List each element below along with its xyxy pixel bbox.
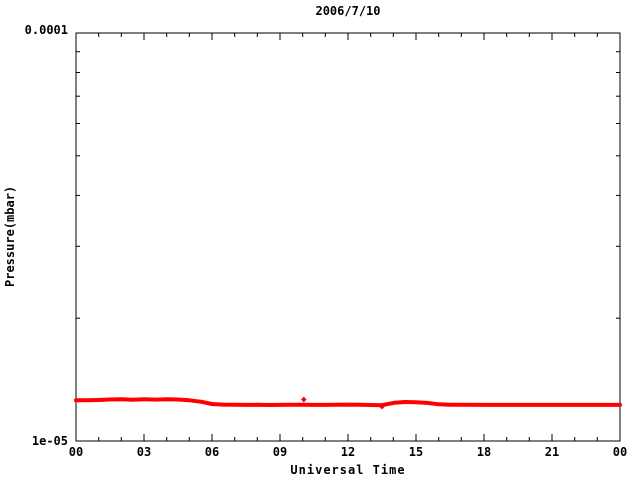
data-line bbox=[74, 397, 622, 408]
x-tick-label: 15 bbox=[408, 445, 424, 459]
y-axis-label: Pressure(mbar) bbox=[3, 185, 17, 287]
x-ticks bbox=[75, 33, 621, 441]
x-tick-label: 00 bbox=[68, 445, 84, 459]
x-tick-label: 12 bbox=[340, 445, 356, 459]
y-tick-label-max: 0.0001 bbox=[24, 23, 68, 37]
y-tick-label-min: 1e-05 bbox=[31, 434, 68, 448]
axis-frame bbox=[75, 32, 621, 442]
x-tick-label: 03 bbox=[136, 445, 152, 459]
x-tick-label: 09 bbox=[272, 445, 288, 459]
outlier-point bbox=[300, 396, 307, 403]
outlier-point bbox=[379, 403, 385, 410]
x-tick-label: 18 bbox=[476, 445, 492, 459]
chart-title: 2006/7/10 bbox=[315, 4, 381, 18]
x-tick-label: 00 bbox=[612, 445, 628, 459]
x-tick-label: 06 bbox=[204, 445, 220, 459]
y-ticks bbox=[76, 51, 620, 319]
x-axis-label: Universal Time bbox=[290, 463, 406, 477]
x-tick-label: 21 bbox=[544, 445, 560, 459]
